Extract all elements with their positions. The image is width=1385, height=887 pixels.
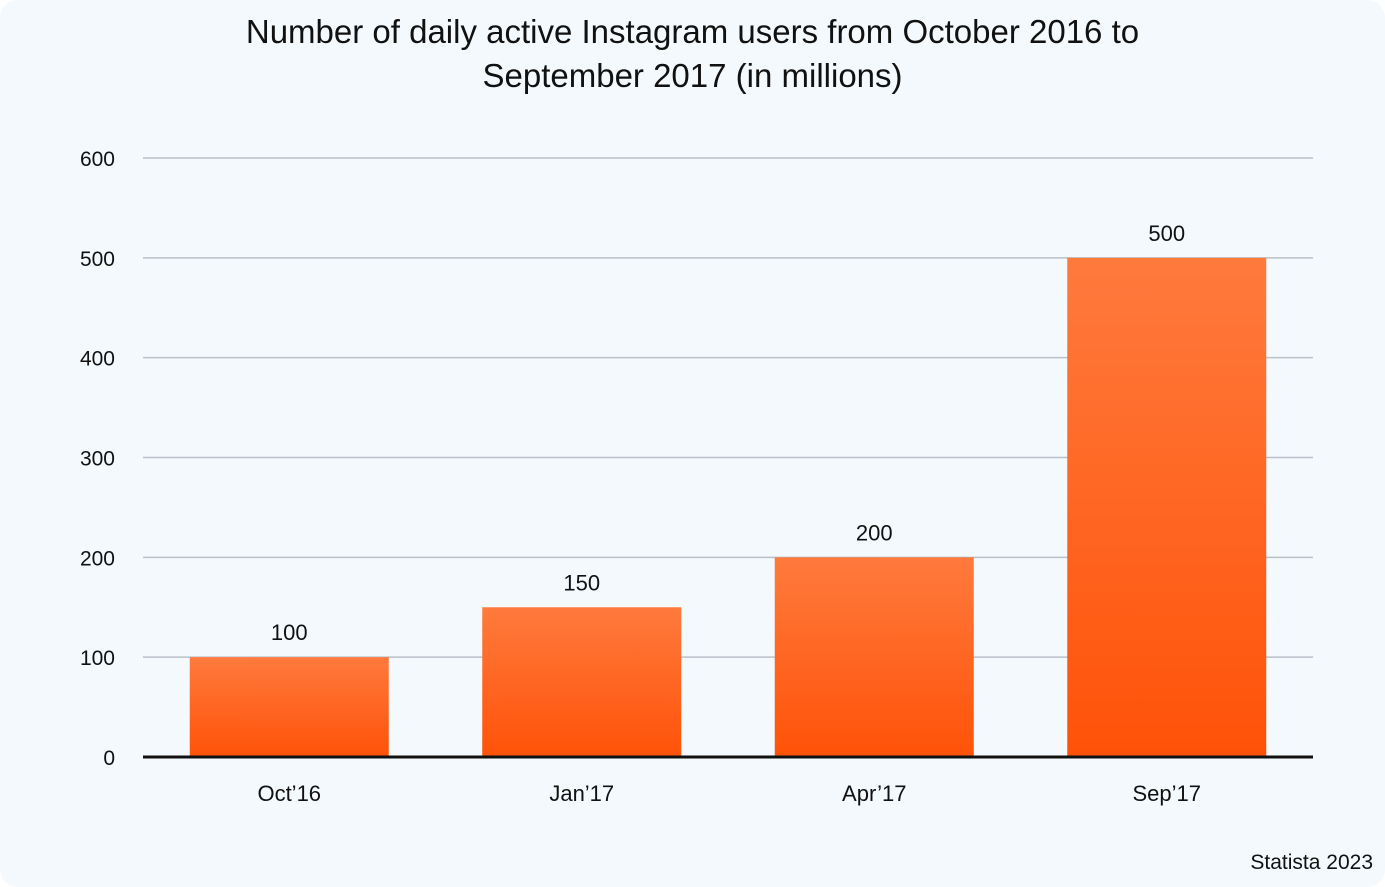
bar-1 xyxy=(482,607,682,757)
chart-title: Number of daily active Instagram users f… xyxy=(0,10,1385,98)
x-tick-label: Apr’17 xyxy=(842,781,906,806)
y-tick-label: 500 xyxy=(80,248,115,271)
y-tick-label: 200 xyxy=(80,547,115,570)
chart-title-line-1: Number of daily active Instagram users f… xyxy=(245,13,1140,50)
x-tick-label: Jan’17 xyxy=(549,781,614,806)
bar-3 xyxy=(1067,257,1267,757)
y-tick-label: 600 xyxy=(80,148,115,171)
data-label: 200 xyxy=(856,520,893,545)
y-tick-label: 0 xyxy=(103,747,115,770)
x-tick-label: Oct’16 xyxy=(257,781,321,806)
bar-0 xyxy=(189,657,389,757)
source-credit: Statista 2023 xyxy=(1250,851,1373,874)
data-label: 150 xyxy=(563,570,600,595)
data-label: 500 xyxy=(1148,221,1185,246)
data-label: 100 xyxy=(271,620,308,645)
chart-title-line-2: September 2017 (in millions) xyxy=(482,57,903,94)
bar-2 xyxy=(774,557,974,757)
y-tick-label: 300 xyxy=(80,448,115,471)
y-tick-label: 400 xyxy=(80,348,115,371)
x-tick-label: Sep’17 xyxy=(1132,781,1201,806)
y-tick-label: 100 xyxy=(80,647,115,670)
